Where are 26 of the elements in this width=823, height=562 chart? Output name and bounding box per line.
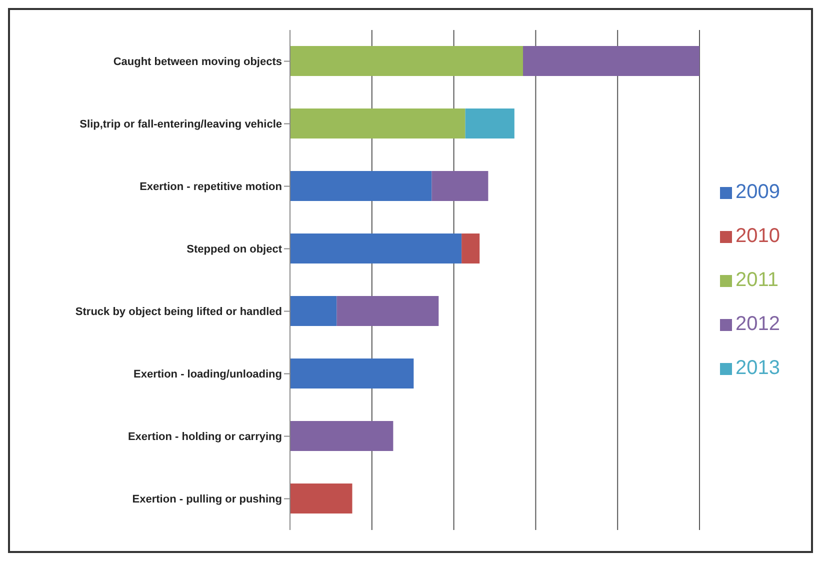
bar [290,421,394,451]
legend-label: 2012 [736,313,780,335]
bar [523,46,700,76]
bar [290,358,414,388]
bar [336,296,439,326]
y-tick-label: Exertion - pulling or pushing [132,494,282,506]
y-tick-label: Caught between moving objects [113,56,282,68]
y-tick-label: Struck by object being lifted or handled [75,306,282,318]
bar [290,108,466,138]
bar [290,171,432,201]
legend-label: 2011 [736,269,779,291]
bar [290,234,462,264]
bar [290,46,524,76]
legend-label: 2013 [736,357,780,379]
y-tick-label: Stepped on object [186,244,282,256]
y-tick-label: Exertion - repetitive motion [140,181,282,194]
bar [290,484,352,514]
legend-label: 2009 [736,181,780,203]
legend-label: 2010 [736,225,780,247]
bar [290,296,337,326]
bar [465,108,514,138]
y-tick-label: Exertion - holding or carrying [128,431,282,444]
y-tick-label: Exertion - loading/unloading [134,368,282,381]
y-tick-label: Slip,trip or fall-entering/leaving vehicle [80,118,282,131]
bar [462,234,480,264]
bar [432,171,488,201]
